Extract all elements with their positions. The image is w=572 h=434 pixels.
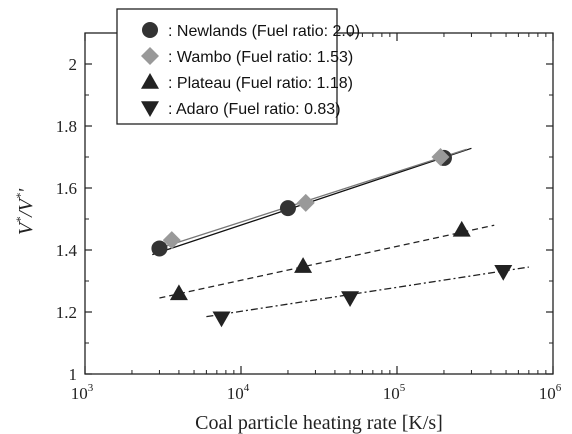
y-axis-title-v: V bbox=[15, 220, 37, 235]
data-markers bbox=[151, 148, 513, 328]
x-tick-label: 103 bbox=[71, 382, 94, 403]
series-4-point bbox=[212, 311, 231, 328]
legend: : Newlands (Fuel ratio: 2.0) : Wambo (Fue… bbox=[116, 8, 360, 125]
legend-label-2: : Wambo (Fuel ratio: 1.53) bbox=[168, 49, 353, 66]
fit-line-4 bbox=[206, 266, 529, 318]
y-axis-title-prime: ' bbox=[15, 188, 37, 193]
x-axis-title: Coal particle heating rate [K/s] bbox=[195, 412, 443, 434]
legend-label-4: : Adaro (Fuel ratio: 0.83) bbox=[168, 101, 341, 118]
x-tick-label: 104 bbox=[227, 382, 250, 403]
fit-lines bbox=[152, 147, 529, 318]
x-tick-exponent: 5 bbox=[400, 382, 406, 394]
x-tick-base: 10 bbox=[383, 384, 400, 403]
series-4-point bbox=[341, 291, 360, 308]
series-2-point bbox=[431, 148, 450, 166]
series-3-point bbox=[169, 284, 188, 301]
x-tick-label: 105 bbox=[383, 382, 406, 403]
y-axis-title: V*/V*' bbox=[13, 188, 37, 235]
x-tick-base: 10 bbox=[227, 384, 244, 403]
legend-label-1: : Newlands (Fuel ratio: 2.0) bbox=[168, 23, 360, 40]
series-3-point bbox=[294, 257, 313, 273]
y-axis-title-sep: /V bbox=[15, 196, 37, 218]
fit-line-2 bbox=[163, 148, 467, 248]
legend-marker-3 bbox=[141, 73, 159, 89]
y-axis-title-star1: * bbox=[13, 217, 27, 223]
legend-marker-4 bbox=[141, 101, 159, 117]
x-tick-base: 10 bbox=[539, 384, 556, 403]
y-tick-label: 1.4 bbox=[56, 241, 78, 260]
x-tick-exponent: 6 bbox=[556, 382, 562, 394]
series-4-point bbox=[494, 264, 513, 281]
series-1-point bbox=[151, 240, 168, 257]
legend-label-3: : Plateau (Fuel ratio: 1.18) bbox=[168, 75, 353, 92]
x-tick-label: 106 bbox=[539, 382, 562, 403]
series-2-point bbox=[162, 231, 181, 250]
series-2-point bbox=[296, 193, 315, 212]
series-3-point bbox=[452, 220, 471, 237]
y-axis-title-star2: * bbox=[13, 193, 27, 199]
legend-marker-2 bbox=[141, 47, 159, 65]
y-tick-label: 2 bbox=[69, 55, 78, 74]
y-tick-label: 1.2 bbox=[56, 303, 77, 322]
x-tick-exponent: 3 bbox=[88, 382, 94, 394]
x-tick-exponent: 4 bbox=[244, 382, 250, 394]
y-tick-label: 1.6 bbox=[56, 179, 77, 198]
y-tick-label: 1 bbox=[69, 365, 78, 384]
legend-marker-1 bbox=[142, 22, 158, 38]
y-tick-label: 1.8 bbox=[56, 117, 77, 136]
fit-line-3 bbox=[159, 224, 495, 299]
x-tick-base: 10 bbox=[71, 384, 88, 403]
series-1-point bbox=[279, 200, 296, 217]
